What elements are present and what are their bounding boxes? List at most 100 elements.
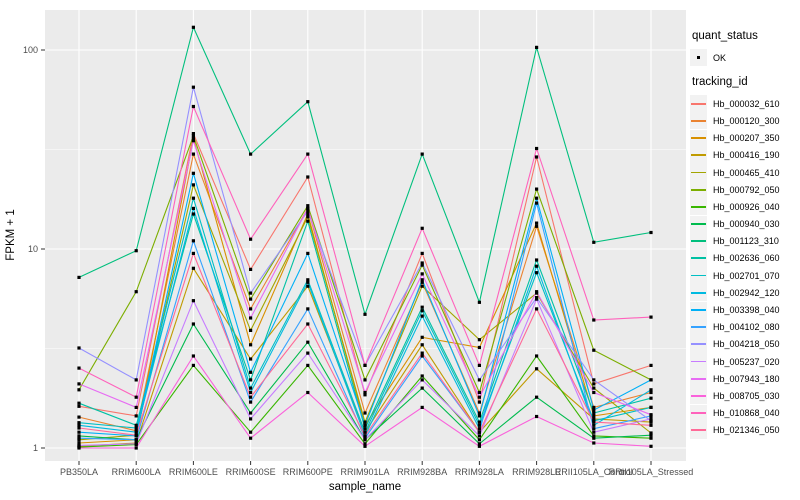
data-point (592, 420, 596, 424)
data-point (477, 430, 481, 434)
data-point (306, 278, 310, 282)
legend-item-label: Hb_000416_190 (713, 150, 780, 161)
data-point (592, 441, 596, 445)
legend-item-label: Hb_021346_050 (713, 425, 780, 436)
data-point (191, 183, 195, 187)
data-point (363, 438, 367, 442)
data-point (363, 378, 367, 382)
data-point (77, 430, 81, 434)
data-point (420, 272, 424, 276)
legend-item-tracking-id: Hb_000465_410 (690, 164, 800, 182)
legend-item-tracking-id: Hb_005237_020 (690, 353, 800, 371)
data-point (477, 395, 481, 399)
data-point (592, 408, 596, 412)
data-point (649, 413, 653, 417)
legend-item-tracking-id: Hb_001123_310 (690, 232, 800, 250)
data-point (306, 175, 310, 179)
data-point (477, 438, 481, 442)
data-point (592, 382, 596, 386)
line-swatch-icon (691, 137, 706, 139)
data-point (592, 318, 596, 322)
data-point (535, 221, 539, 225)
data-point (535, 297, 539, 301)
legend-item-tracking-id: Hb_004218_050 (690, 335, 800, 353)
data-point (477, 363, 481, 367)
data-point (77, 434, 81, 438)
data-point (249, 370, 253, 374)
data-point (77, 401, 81, 405)
data-point (306, 206, 310, 210)
data-point (363, 411, 367, 415)
data-point (306, 204, 310, 208)
line-swatch-icon (691, 223, 706, 225)
data-point (420, 335, 424, 339)
line-swatch-icon (691, 412, 706, 414)
data-point (592, 417, 596, 421)
data-point (420, 226, 424, 230)
data-point (535, 45, 539, 49)
legend-key-box (690, 249, 707, 267)
data-point (191, 266, 195, 270)
data-point (191, 85, 195, 89)
data-point (420, 354, 424, 358)
data-point (249, 378, 253, 382)
data-point (191, 354, 195, 358)
data-point (249, 237, 253, 241)
line-swatch-icon (691, 309, 706, 311)
legend-item-tracking-id: Hb_000120_300 (690, 112, 800, 130)
data-point (191, 322, 195, 326)
data-point (649, 230, 653, 235)
legend-item-tracking-id: Hb_000940_030 (690, 215, 800, 233)
data-point (249, 267, 253, 271)
legend-key-box (690, 215, 707, 233)
data-point (191, 139, 195, 143)
data-point (477, 442, 481, 446)
data-point (191, 104, 195, 109)
line-swatch-icon (691, 360, 706, 363)
data-point (363, 427, 367, 431)
data-point (592, 434, 596, 438)
data-point (77, 443, 81, 447)
legend-item-label: Hb_004102_080 (713, 322, 780, 333)
y-tick-labels: 1 10 100 (23, 45, 38, 453)
legend-key-box (690, 112, 707, 130)
data-point (535, 367, 539, 371)
legend-item-label: Hb_000940_030 (713, 219, 780, 230)
y-axis-title: FPKM + 1 (5, 209, 17, 260)
legend-item-label: Hb_003398_040 (713, 305, 780, 316)
line-swatch-icon (691, 188, 706, 191)
data-point (134, 438, 138, 442)
line-swatch-icon (691, 326, 706, 329)
data-point (420, 405, 424, 409)
data-point (249, 411, 253, 415)
legend-item-tracking-id: Hb_000207_350 (690, 129, 800, 147)
data-point (134, 414, 138, 418)
data-point (249, 291, 253, 295)
x-tick-label: RRII105LA_Control (555, 467, 633, 477)
data-point (191, 196, 195, 200)
data-point (306, 212, 310, 216)
x-tick-label: PB350LA (60, 467, 98, 477)
data-point (77, 426, 81, 430)
data-point (477, 427, 481, 431)
legend-item-label: Hb_010868_040 (713, 408, 780, 419)
legend-key-box (690, 318, 707, 336)
legend-item-label: OK (713, 52, 727, 63)
axis-ticks (41, 49, 652, 465)
legend-key-box (690, 387, 707, 405)
data-point (77, 423, 81, 427)
data-point (191, 136, 195, 140)
data-point (77, 404, 81, 408)
data-points (77, 25, 653, 450)
data-point (477, 420, 481, 424)
data-point (420, 314, 424, 318)
data-point (535, 155, 539, 159)
legend-key-box (690, 95, 707, 113)
data-point (592, 390, 596, 395)
data-point (134, 395, 138, 399)
legend-item-label: Hb_008705_030 (713, 390, 780, 401)
data-point (249, 328, 253, 332)
legend-item-label: Hb_001123_310 (713, 236, 779, 247)
legend-key-box (690, 49, 707, 67)
